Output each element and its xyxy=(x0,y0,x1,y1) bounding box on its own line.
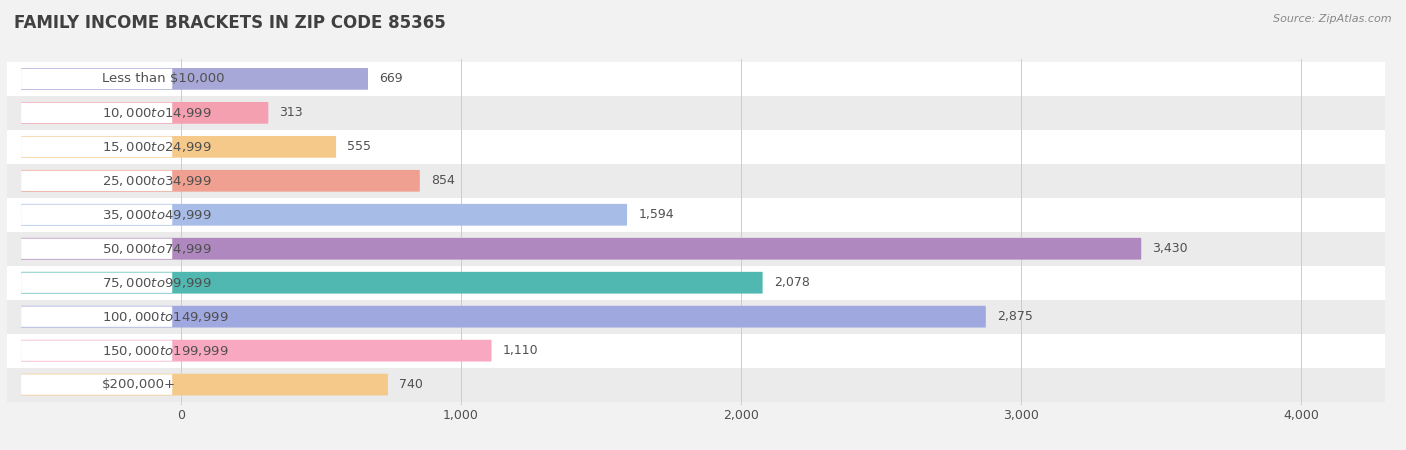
FancyBboxPatch shape xyxy=(7,96,1385,130)
Text: $15,000 to $24,999: $15,000 to $24,999 xyxy=(103,140,212,154)
FancyBboxPatch shape xyxy=(21,374,388,396)
Text: $50,000 to $74,999: $50,000 to $74,999 xyxy=(103,242,212,256)
FancyBboxPatch shape xyxy=(21,306,173,327)
Text: 2,875: 2,875 xyxy=(997,310,1033,323)
Text: 2,078: 2,078 xyxy=(773,276,810,289)
FancyBboxPatch shape xyxy=(21,341,173,361)
Text: 669: 669 xyxy=(380,72,404,86)
FancyBboxPatch shape xyxy=(7,198,1385,232)
FancyBboxPatch shape xyxy=(7,266,1385,300)
FancyBboxPatch shape xyxy=(21,171,173,191)
FancyBboxPatch shape xyxy=(7,300,1385,333)
Text: $35,000 to $49,999: $35,000 to $49,999 xyxy=(103,208,212,222)
FancyBboxPatch shape xyxy=(7,164,1385,198)
Text: $200,000+: $200,000+ xyxy=(103,378,176,391)
FancyBboxPatch shape xyxy=(21,306,986,328)
Text: 740: 740 xyxy=(399,378,423,391)
Text: $150,000 to $199,999: $150,000 to $199,999 xyxy=(103,344,229,358)
FancyBboxPatch shape xyxy=(7,368,1385,401)
Text: 1,110: 1,110 xyxy=(503,344,538,357)
FancyBboxPatch shape xyxy=(21,238,173,259)
Text: 3,430: 3,430 xyxy=(1153,242,1188,255)
FancyBboxPatch shape xyxy=(7,232,1385,266)
FancyBboxPatch shape xyxy=(21,68,368,90)
FancyBboxPatch shape xyxy=(21,170,420,192)
FancyBboxPatch shape xyxy=(21,272,762,293)
Text: Less than $10,000: Less than $10,000 xyxy=(103,72,225,86)
FancyBboxPatch shape xyxy=(7,333,1385,368)
FancyBboxPatch shape xyxy=(21,69,173,89)
Text: FAMILY INCOME BRACKETS IN ZIP CODE 85365: FAMILY INCOME BRACKETS IN ZIP CODE 85365 xyxy=(14,14,446,32)
Text: Source: ZipAtlas.com: Source: ZipAtlas.com xyxy=(1274,14,1392,23)
FancyBboxPatch shape xyxy=(21,137,173,157)
FancyBboxPatch shape xyxy=(21,103,173,123)
Text: $75,000 to $99,999: $75,000 to $99,999 xyxy=(103,276,212,290)
Text: 854: 854 xyxy=(432,174,456,187)
Text: $100,000 to $149,999: $100,000 to $149,999 xyxy=(103,310,229,324)
FancyBboxPatch shape xyxy=(21,204,627,225)
FancyBboxPatch shape xyxy=(7,130,1385,164)
FancyBboxPatch shape xyxy=(21,340,492,361)
Text: 555: 555 xyxy=(347,140,371,153)
FancyBboxPatch shape xyxy=(21,374,173,395)
FancyBboxPatch shape xyxy=(21,136,336,158)
Text: $25,000 to $34,999: $25,000 to $34,999 xyxy=(103,174,212,188)
FancyBboxPatch shape xyxy=(21,238,1142,260)
FancyBboxPatch shape xyxy=(7,62,1385,96)
Text: 313: 313 xyxy=(280,106,304,119)
Text: $10,000 to $14,999: $10,000 to $14,999 xyxy=(103,106,212,120)
FancyBboxPatch shape xyxy=(21,102,269,124)
FancyBboxPatch shape xyxy=(21,273,173,293)
Text: 1,594: 1,594 xyxy=(638,208,673,221)
FancyBboxPatch shape xyxy=(21,205,173,225)
